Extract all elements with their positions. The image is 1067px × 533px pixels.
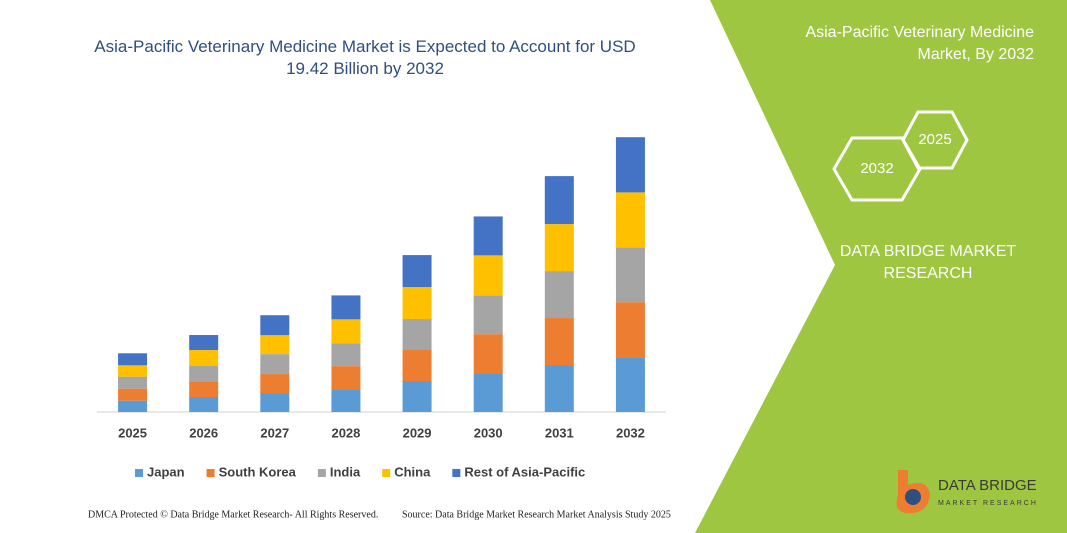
x-tick-label: 2029 [403,425,432,440]
bar-segment [118,353,148,366]
bar-segment [260,374,290,394]
x-tick-label: 2030 [474,425,503,440]
bar-segment [189,335,219,351]
bar-segment [260,354,290,375]
bar-segment [331,295,361,320]
legend-swatch [452,469,461,477]
bar-segment [118,400,148,412]
bar-segment [260,315,290,336]
bar-segment [189,382,219,398]
bar-segment [615,137,645,193]
bar-segment [615,357,645,412]
bar-segment [615,192,645,248]
legend-swatch [206,469,215,477]
footer-source: Source: Data Bridge Market Research Mark… [402,509,671,520]
bar-segment [118,365,148,377]
bar-segment [544,271,574,319]
legend-label: Japan [147,464,185,479]
bar-segment [402,350,432,382]
bar-segment [473,216,503,256]
panel-brand: DATA BRIDGE MARKET RESEARCH [840,243,1017,282]
bar-segment [331,343,361,367]
bar-segment [260,335,290,355]
bar-segment [331,319,361,344]
legend-swatch [317,469,326,477]
bar-segment [331,389,361,412]
chart-title: Asia-Pacific Veterinary Medicine Market … [94,37,636,78]
bar-segment [473,295,503,335]
bar-segment [615,247,645,303]
x-tick-label: 2032 [616,425,645,440]
x-tick-label: 2031 [545,425,574,440]
side-panel [695,0,1067,533]
bar-segment [473,255,503,296]
bar-segment [473,334,503,374]
bar-segment [544,224,574,272]
bar-segment [118,376,148,389]
bar-segment [260,393,290,412]
legend-label: Rest of Asia-Pacific [464,464,585,479]
bar-segment [544,318,574,366]
hex-label: 2032 [860,160,893,177]
bar-segment [189,350,219,367]
bar-segment [473,373,503,412]
x-tick-label: 2025 [118,425,147,440]
bar-segment [402,319,432,351]
legend-label: South Korea [219,464,297,479]
x-tick-label: 2028 [331,425,360,440]
legend-label: China [394,464,431,479]
bar-segment [331,366,361,390]
bar-segment [189,366,219,383]
logo-name: DATA BRIDGE [938,477,1037,494]
x-tick-label: 2026 [189,425,218,440]
bar-segment [544,365,574,412]
bar-segment [402,381,432,412]
legend-swatch [382,469,391,477]
x-tick-label: 2027 [260,425,289,440]
legend-label: India [330,464,361,479]
bar-segment [615,302,645,358]
footer-copyright: DMCA Protected © Data Bridge Market Rese… [88,509,378,520]
bar-segment [402,255,432,288]
bar-segment [189,397,219,412]
bar-segment [544,176,574,225]
hex-label: 2025 [918,131,951,148]
bar-segment [118,388,148,401]
panel-title: Asia-Pacific Veterinary Medicine Market, … [805,24,1034,63]
logo-icon [905,489,921,505]
logo-tagline: MARKET RESEARCH [938,500,1038,507]
hexagon [832,136,922,202]
bar-segment [402,287,432,320]
legend-swatch [135,469,143,477]
